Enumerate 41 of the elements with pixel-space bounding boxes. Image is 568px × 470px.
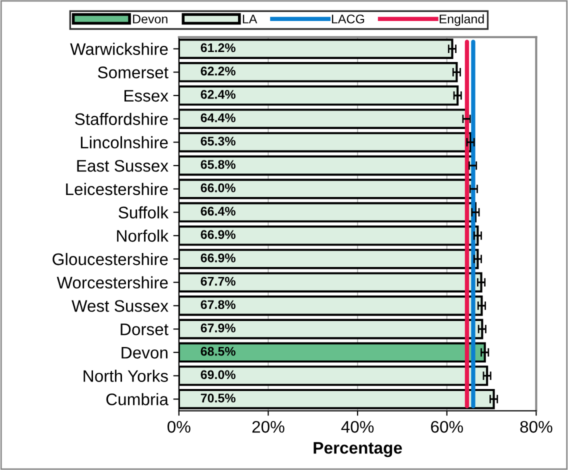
y-tick-label: Warwickshire — [70, 42, 168, 56]
x-tick-label: 60% — [431, 420, 463, 433]
data-label: 68.5% — [200, 346, 236, 356]
data-label: 62.4% — [200, 90, 236, 99]
legend-label: LACG — [332, 14, 364, 24]
x-tick-label: 0% — [168, 420, 190, 433]
data-label: 70.5% — [200, 394, 236, 402]
data-label: 65.3% — [200, 136, 236, 146]
data-label: 65.8% — [200, 160, 236, 169]
data-label: 66.9% — [200, 230, 236, 239]
y-tick-label: Somerset — [98, 66, 168, 78]
y-tick-label: Leicestershire — [66, 182, 168, 196]
y-tick-label: Gloucestershire — [52, 252, 168, 266]
data-label: 67.9% — [200, 324, 236, 332]
y-tick-label: Dorset — [120, 324, 168, 336]
x-tick-label: 20% — [252, 420, 284, 433]
x-axis-title: Percentage — [314, 442, 402, 458]
y-tick-label: West Sussex — [72, 300, 168, 312]
ref-line-label: England — [440, 14, 484, 26]
y-tick-label: Worcestershire — [56, 276, 168, 289]
y-tick-label: Suffolk — [118, 206, 169, 218]
data-label: 66.0% — [200, 183, 236, 192]
x-tick-label: 40% — [341, 420, 374, 433]
y-tick-label: Cumbria — [106, 393, 169, 406]
y-tick-label: Essex — [124, 90, 168, 102]
x-tick-label: 80% — [520, 420, 552, 433]
data-label: 67.8% — [200, 300, 236, 310]
y-tick-label: Devon — [122, 346, 168, 359]
y-tick-label: Norfolk — [117, 230, 169, 242]
legend-label: LA — [242, 14, 258, 24]
y-tick-label: Staffordshire — [75, 112, 168, 126]
y-tick-label: North Yorks — [84, 370, 168, 382]
data-label: 62.2% — [200, 66, 236, 76]
data-label: 61.2% — [200, 43, 236, 52]
data-label: 66.4% — [200, 206, 236, 216]
y-tick-label: East Sussex — [77, 160, 168, 172]
data-label: 67.7% — [200, 276, 236, 286]
data-label: 66.9% — [200, 253, 236, 262]
data-label: 64.4% — [200, 113, 236, 122]
y-tick-label: Lincolnshire — [80, 136, 168, 148]
data-label: 69.0% — [200, 370, 236, 380]
